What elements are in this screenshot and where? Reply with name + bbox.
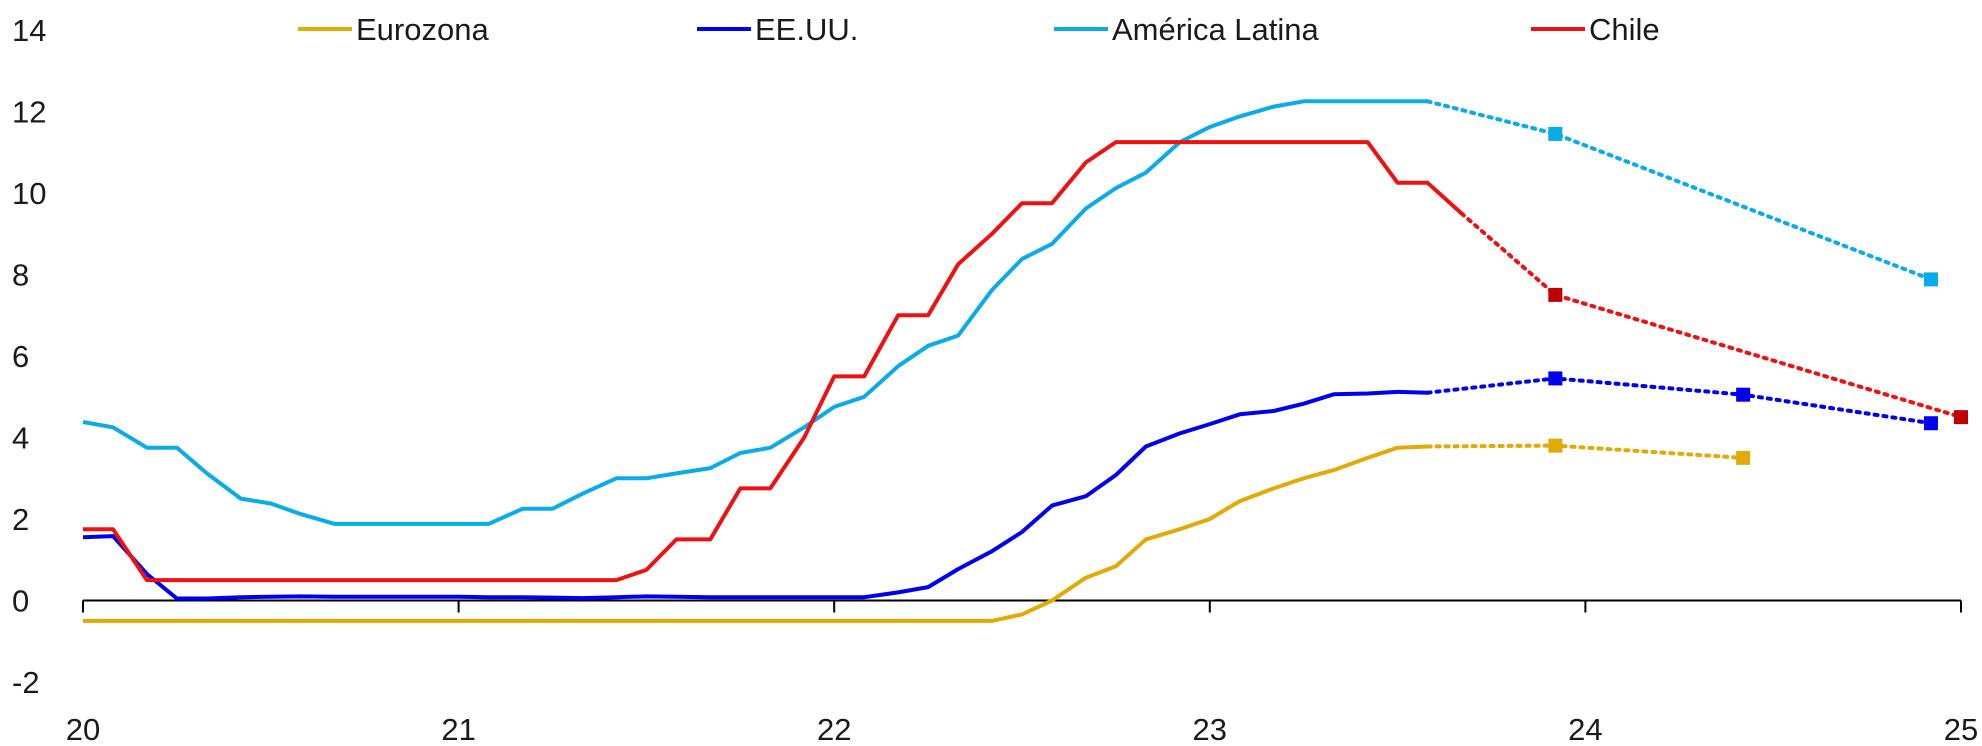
projection-marker <box>1548 371 1563 386</box>
y-tick-label: 4 <box>12 421 29 456</box>
legend: Eurozona EE.UU. América Latina Chile <box>298 12 1660 47</box>
projection-marker <box>1548 438 1563 453</box>
x-tick-label: 23 <box>1193 712 1227 746</box>
series-line <box>82 99 1428 526</box>
x-tick-label: 21 <box>441 712 475 746</box>
projection-line <box>1425 99 1933 282</box>
chart-axes <box>82 599 1962 613</box>
y-tick-label: 6 <box>12 339 29 374</box>
x-tick-label: 20 <box>66 712 100 746</box>
x-tick-label: 24 <box>1568 712 1602 746</box>
projection-line <box>1425 443 1746 460</box>
legend-item: Chile <box>1531 12 1660 47</box>
projection-marker <box>1548 287 1563 302</box>
y-tick-label: 2 <box>12 502 29 537</box>
series-line <box>83 140 1463 583</box>
x-tick-label: 22 <box>817 712 851 746</box>
projection-marker <box>1736 387 1751 402</box>
projection-marker <box>1954 410 1968 425</box>
y-tick-label: 12 <box>12 95 46 130</box>
legend-item: América Latina <box>1054 12 1320 47</box>
projection-line <box>1459 211 1963 420</box>
x-tick-label: 25 <box>1944 712 1978 746</box>
y-tick-label: 10 <box>12 176 46 211</box>
series-line <box>83 444 1428 623</box>
legend-label: Chile <box>1589 12 1660 47</box>
legend-item: EE.UU. <box>697 12 858 47</box>
legend-label: EE.UU. <box>755 12 858 47</box>
series-chile <box>83 140 1968 583</box>
legend-label: Eurozona <box>356 12 489 47</box>
series-am-rica-latina <box>82 99 1938 526</box>
legend-label: América Latina <box>1112 12 1320 47</box>
series-layer <box>82 99 1968 623</box>
y-axis-tick-labels: -2 0 2 4 6 8 10 12 14 <box>12 13 46 700</box>
y-tick-label: 14 <box>12 13 46 48</box>
projection-marker <box>1736 450 1751 465</box>
y-tick-label: 8 <box>12 258 29 293</box>
projection-marker <box>1548 126 1563 141</box>
x-axis-tick-labels: 20 21 22 23 24 25 <box>66 712 1978 746</box>
projection-marker <box>1923 416 1938 431</box>
legend-item: Eurozona <box>298 12 489 47</box>
series-line <box>82 389 1428 601</box>
y-tick-label: 0 <box>12 584 29 619</box>
series-eurozona <box>83 438 1751 623</box>
y-tick-label: -2 <box>12 665 40 700</box>
projection-line <box>1425 376 1933 426</box>
projection-marker <box>1923 272 1938 287</box>
series-ee-uu- <box>82 371 1938 601</box>
